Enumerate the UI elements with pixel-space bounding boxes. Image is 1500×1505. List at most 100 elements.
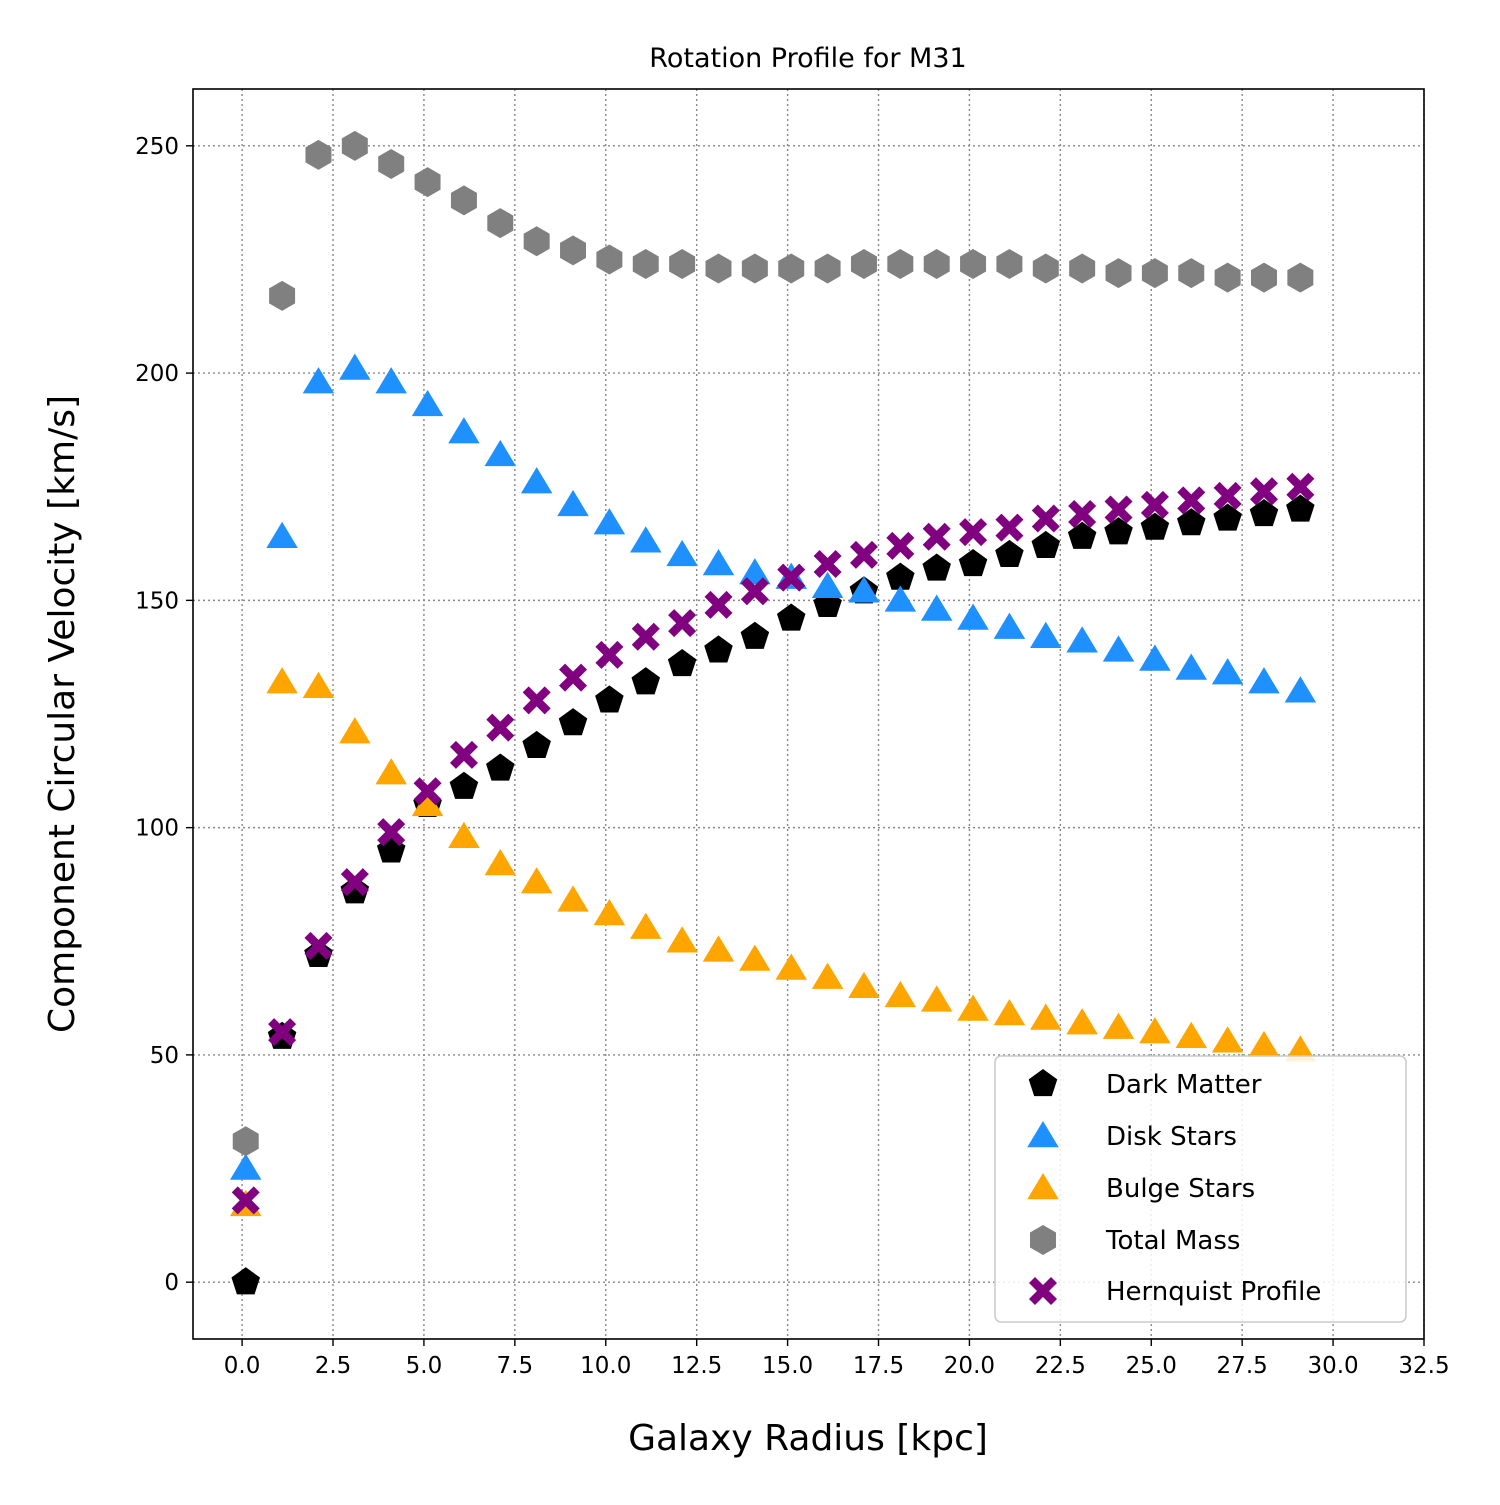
data-point: [596, 244, 623, 275]
series-dark-matter: [231, 494, 1315, 1295]
data-point: [995, 513, 1024, 542]
data-point: [1248, 1030, 1280, 1058]
data-point: [1066, 626, 1098, 653]
data-point: [302, 671, 335, 698]
data-point: [740, 621, 770, 649]
x-tick-label: 12.5: [671, 1353, 722, 1379]
data-point: [958, 549, 988, 577]
data-point: [448, 821, 480, 848]
data-point: [631, 667, 661, 695]
data-point: [993, 999, 1026, 1026]
data-point: [1213, 503, 1242, 531]
data-point: [922, 522, 951, 551]
data-point: [1104, 517, 1133, 545]
legend-label: Dark Matter: [1106, 1070, 1262, 1100]
data-point: [1286, 494, 1315, 522]
legend-marker: [1029, 1277, 1057, 1305]
x-tick-label: 15.0: [762, 1353, 813, 1379]
data-point: [229, 1153, 262, 1180]
data-point: [1032, 253, 1059, 284]
data-point: [630, 912, 662, 939]
legend-marker: [1030, 1225, 1056, 1255]
data-point: [450, 185, 477, 216]
y-axis-ticks: 0 50 100 150 200 250: [135, 134, 193, 1296]
data-point: [1139, 1017, 1171, 1044]
data-point: [1213, 481, 1242, 510]
data-point: [1067, 521, 1097, 549]
data-point: [702, 935, 735, 962]
data-point: [776, 603, 806, 631]
data-point: [302, 367, 335, 394]
data-point: [1211, 658, 1244, 685]
data-point: [996, 249, 1023, 279]
x-tick-label: 0.0: [224, 1353, 261, 1379]
legend-marker: [1027, 1121, 1059, 1148]
data-point: [1139, 644, 1171, 671]
data-point: [922, 553, 951, 581]
data-point: [523, 226, 550, 257]
series-hernquist-profile: [231, 472, 1315, 1215]
data-point: [484, 849, 517, 876]
data-point: [1066, 1008, 1098, 1035]
data-point: [269, 280, 296, 311]
data-point: [484, 439, 517, 467]
data-point: [741, 253, 768, 284]
data-point: [340, 876, 370, 904]
data-point: [884, 980, 917, 1008]
x-tick-label: 27.5: [1217, 1353, 1268, 1379]
x-tick-label: 17.5: [853, 1353, 904, 1379]
legend-label: Total Mass: [1105, 1226, 1240, 1256]
data-point: [740, 577, 769, 606]
series-total-mass: [232, 130, 1314, 1157]
plot-frame: [192, 88, 1425, 1340]
data-point: [1177, 486, 1206, 515]
data-point: [305, 139, 332, 170]
data-point: [886, 531, 915, 560]
data-point: [339, 353, 371, 380]
data-point: [1102, 1012, 1135, 1039]
data-point: [377, 818, 406, 847]
data-point: [1284, 1035, 1317, 1062]
y-tick-label: 0: [164, 1270, 179, 1296]
data-point: [850, 249, 877, 279]
data-point: [1102, 635, 1135, 662]
data-point: [1249, 477, 1278, 506]
data-point: [232, 1126, 259, 1157]
x-tick-label: 22.5: [1035, 1353, 1086, 1379]
y-tick-label: 250: [135, 134, 179, 160]
data-point: [1286, 472, 1315, 501]
data-point: [1287, 262, 1314, 293]
data-point: [304, 939, 333, 968]
data-point: [486, 713, 515, 742]
data-point: [849, 540, 878, 569]
data-point: [231, 1186, 260, 1215]
data-point: [449, 740, 478, 769]
data-point: [595, 640, 624, 669]
data-point: [595, 685, 624, 713]
data-point: [778, 253, 805, 284]
data-point: [486, 753, 515, 781]
data-point: [739, 944, 771, 971]
data-point: [959, 518, 988, 547]
data-point: [413, 777, 442, 806]
x-tick-label: 10.0: [580, 1353, 631, 1379]
legend-label: Disk Stars: [1106, 1122, 1237, 1152]
data-point: [775, 953, 807, 980]
data-point: [1211, 1026, 1244, 1053]
data-point: [702, 549, 735, 576]
data-point: [560, 235, 587, 266]
data-point: [920, 594, 953, 621]
legend: Dark Matter Disk Stars Bulge Stars Total Ma…: [994, 1055, 1407, 1323]
y-tick-label: 200: [135, 361, 179, 387]
data-point: [666, 539, 698, 567]
data-point: [886, 562, 915, 590]
data-point: [1030, 1003, 1062, 1030]
data-point: [411, 789, 444, 817]
data-point: [884, 585, 917, 612]
data-point: [339, 717, 371, 744]
data-point: [1248, 667, 1280, 694]
data-point: [668, 609, 697, 638]
y-tick-label: 50: [150, 1043, 179, 1069]
x-axis-ticks: 0.0 2.5 5.0 7.5 10.0 12.5 15.0 17.5 20.0 22.5 25.0…: [224, 1339, 1450, 1379]
